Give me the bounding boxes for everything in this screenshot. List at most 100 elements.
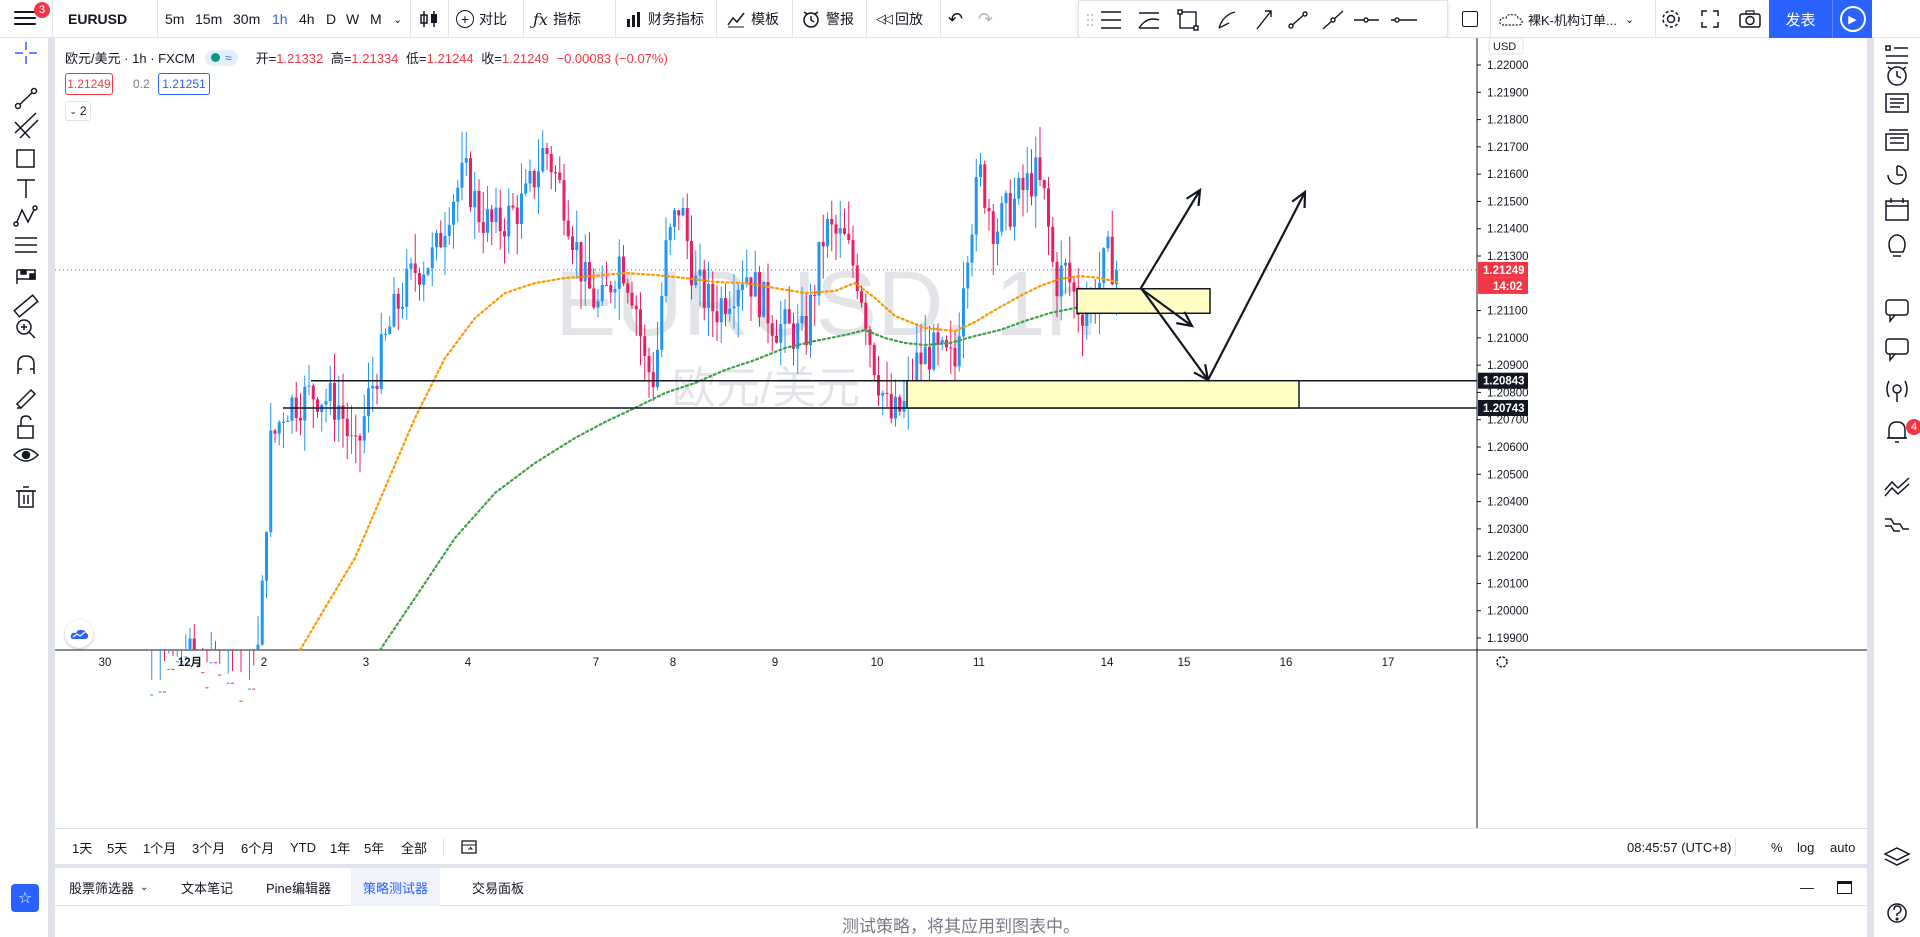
undo-icon[interactable]: ↶ [948,8,964,29]
parallel-channel-icon[interactable] [1101,11,1121,29]
down-arrow[interactable] [1140,287,1209,381]
auto-toggle[interactable]: auto [1830,839,1856,855]
range-1y[interactable]: 1年 [330,840,351,856]
arrow-icon[interactable] [1256,10,1272,30]
star-watchlist-button[interactable]: ☆ [11,884,39,912]
interval-1h[interactable]: 1h [272,11,288,27]
symbol-search[interactable]: EURUSD [68,11,128,27]
maximize-panel-button[interactable] [1837,868,1852,906]
shapes-icon[interactable] [16,149,35,168]
small-down-arrow[interactable] [1139,287,1193,327]
tradingview-logo-button[interactable] [65,620,93,648]
financials-button[interactable]: 财务指标 [625,0,704,38]
fullscreen-button[interactable] [1700,0,1720,38]
interval-15m[interactable]: 15m [195,11,223,27]
settings-button[interactable] [1660,0,1682,38]
prediction-icon[interactable] [15,237,37,253]
extended-line-icon[interactable] [1322,10,1344,30]
interval-4h[interactable]: 4h [299,11,315,27]
tab-strategy-tester[interactable]: 策略测试器 [351,868,441,906]
interval-w[interactable]: W [346,11,360,27]
indicators-button[interactable]: ƒx 指标 [533,0,581,38]
chats-icon[interactable] [1885,299,1909,324]
market-status-pill[interactable]: ≈ [205,49,238,66]
chart-pane[interactable]: EURUSD, 1h 欧元/美元 1.22000 1.21900 1.21800 1.21… [55,38,1867,864]
rectangle-draw-icon[interactable] [1177,9,1199,31]
up-arrow-1[interactable] [1140,189,1201,289]
horizontal-line-icon[interactable] [1391,17,1417,23]
replay-button[interactable]: ◁◁ 回放 [876,0,923,38]
brush-icon[interactable] [1218,11,1236,29]
up-arrow-2[interactable] [1207,191,1306,381]
menu-icon[interactable] [14,11,36,27]
play-button[interactable]: ▶ [1832,0,1872,38]
trend-line-tool-icon[interactable] [14,87,38,110]
zoom-in-icon[interactable] [16,319,36,339]
data-window-icon[interactable] [1885,93,1909,113]
tab-trading-panel[interactable]: 交易面板 [472,880,525,896]
interval-5m[interactable]: 5m [165,11,185,27]
alerts-panel-icon[interactable] [1887,66,1907,86]
range-3m[interactable]: 3个月 [192,840,226,856]
trend-line-icon[interactable] [1288,11,1308,29]
trash-icon[interactable] [16,486,36,508]
interval-d[interactable]: D [326,11,337,27]
interval-m[interactable]: M [370,11,382,27]
horizontal-ray-icon[interactable] [1354,17,1379,23]
rectangle-tool-button[interactable] [1462,0,1478,38]
demand-zone-box[interactable] [906,379,1300,409]
goto-date-button[interactable] [460,829,478,865]
chart-history-icon[interactable] [1887,165,1907,185]
lock-icon[interactable] [17,415,34,439]
pattern-icon[interactable] [13,205,38,227]
chart-canvas[interactable]: EURUSD, 1h欧元/美元1.220001.219001.218001.21… [55,38,1867,828]
tab-stock-screener[interactable]: 股票筛选器 ⌄ [69,880,149,896]
currency-box[interactable] [1488,38,1524,55]
drag-handle-icon[interactable] [1087,14,1093,26]
compare-button[interactable]: + 对比 [456,0,507,38]
magnet-icon[interactable] [17,355,35,374]
icons-tool-icon[interactable] [16,269,36,284]
ruler-icon[interactable] [13,294,39,318]
notifications-icon[interactable] [1885,338,1909,363]
range-5d[interactable]: 5天 [107,840,128,856]
minimize-panel-icon[interactable]: — [1800,879,1814,895]
range-1m[interactable]: 1个月 [143,840,177,856]
range-1d[interactable]: 1天 [72,840,93,856]
chart-settings-icon[interactable] [1496,656,1508,668]
interval-dropdown-icon[interactable]: ⌄ [393,13,403,26]
eye-icon[interactable] [12,448,40,462]
tab-pine-editor[interactable]: Pine编辑器 [266,880,332,896]
range-ytd[interactable]: YTD [290,839,316,855]
interval-30m[interactable]: 30m [233,11,261,27]
trading-icon[interactable] [1884,477,1910,497]
clock-timezone[interactable]: 08:45:57 (UTC+8) [1627,839,1732,855]
publish-button[interactable]: 发表 [1769,0,1832,38]
tab-text-notes[interactable]: 文本笔记 [181,880,234,896]
pitchfork-icon[interactable] [14,112,39,139]
range-5y[interactable]: 5年 [364,840,385,856]
layout-button[interactable]: 裸K-机构订单... ⌄ [1498,0,1634,38]
depth-icon[interactable] [1885,518,1909,532]
chart-type-button[interactable] [418,0,440,38]
calendar-icon[interactable] [1885,198,1909,221]
alert-button[interactable]: 警报 [801,0,854,38]
text-icon[interactable] [17,179,35,198]
legend-collapse-button[interactable]: ⌄ 2 [65,101,91,121]
range-6m[interactable]: 6个月 [241,840,275,856]
templates-button[interactable]: 模板 [726,0,779,38]
symbol-description[interactable]: 欧元/美元 · 1h · FXCM [65,51,196,66]
percent-toggle[interactable]: % [1771,839,1783,855]
layers-icon[interactable] [1883,847,1911,866]
stay-drawing-icon[interactable] [15,388,37,410]
ideas-lightbulb-icon[interactable] [1888,234,1906,257]
hotlist-icon[interactable] [1885,129,1909,151]
help-icon[interactable] [1887,903,1907,923]
redo-icon[interactable]: ↷ [978,8,994,29]
bell-icon[interactable] [1887,421,1907,443]
ask-price-box[interactable]: 1.21251 [158,73,210,95]
fib-fan-icon[interactable] [1138,12,1160,29]
streams-icon[interactable] [1886,380,1908,402]
snapshot-button[interactable] [1738,0,1762,38]
watchlist-icon[interactable] [1885,45,1908,64]
